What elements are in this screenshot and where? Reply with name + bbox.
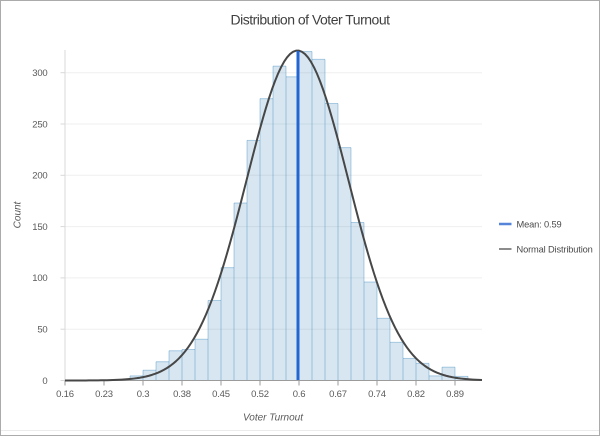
svg-text:0.52: 0.52	[251, 389, 269, 400]
svg-text:0.82: 0.82	[407, 389, 425, 400]
svg-text:0.45: 0.45	[212, 389, 230, 400]
svg-text:300: 300	[32, 68, 47, 79]
svg-text:0.67: 0.67	[329, 389, 347, 400]
svg-text:50: 50	[37, 325, 47, 336]
svg-text:150: 150	[32, 222, 47, 233]
svg-text:200: 200	[32, 171, 47, 182]
svg-text:250: 250	[32, 119, 47, 130]
svg-text:0.16: 0.16	[56, 389, 74, 400]
svg-text:Distribution of Voter Turnout: Distribution of Voter Turnout	[230, 12, 390, 28]
svg-text:Mean: 0.59: Mean: 0.59	[517, 220, 562, 230]
svg-text:0.23: 0.23	[95, 389, 113, 400]
svg-text:Count: Count	[13, 200, 24, 228]
svg-text:Normal Distribution: Normal Distribution	[517, 245, 593, 255]
svg-text:Voter Turnout: Voter Turnout	[243, 413, 304, 424]
svg-text:0.74: 0.74	[368, 389, 386, 400]
svg-text:0.38: 0.38	[173, 389, 191, 400]
svg-text:100: 100	[32, 273, 47, 284]
svg-text:0.3: 0.3	[137, 389, 150, 400]
svg-text:0.6: 0.6	[293, 389, 306, 400]
svg-text:0.89: 0.89	[446, 389, 464, 400]
svg-text:0: 0	[42, 376, 47, 387]
